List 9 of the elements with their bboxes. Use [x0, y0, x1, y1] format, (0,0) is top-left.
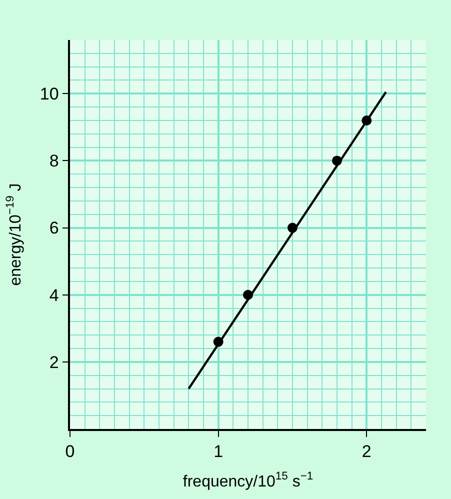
y-tick-label: 4: [49, 286, 59, 305]
y-tick-label: 2: [49, 352, 59, 372]
x-tick-label: 0: [65, 442, 75, 462]
x-axis-title: frequency/10$^{15}$ s$^{−1}$: [182, 470, 314, 490]
y-tick-label: 8: [49, 152, 59, 171]
y-tick-label: 6: [49, 218, 59, 238]
x-tick-label: 1: [214, 442, 224, 462]
y-tick-label: 10: [40, 84, 59, 104]
x-tick-label: 2: [362, 442, 372, 462]
